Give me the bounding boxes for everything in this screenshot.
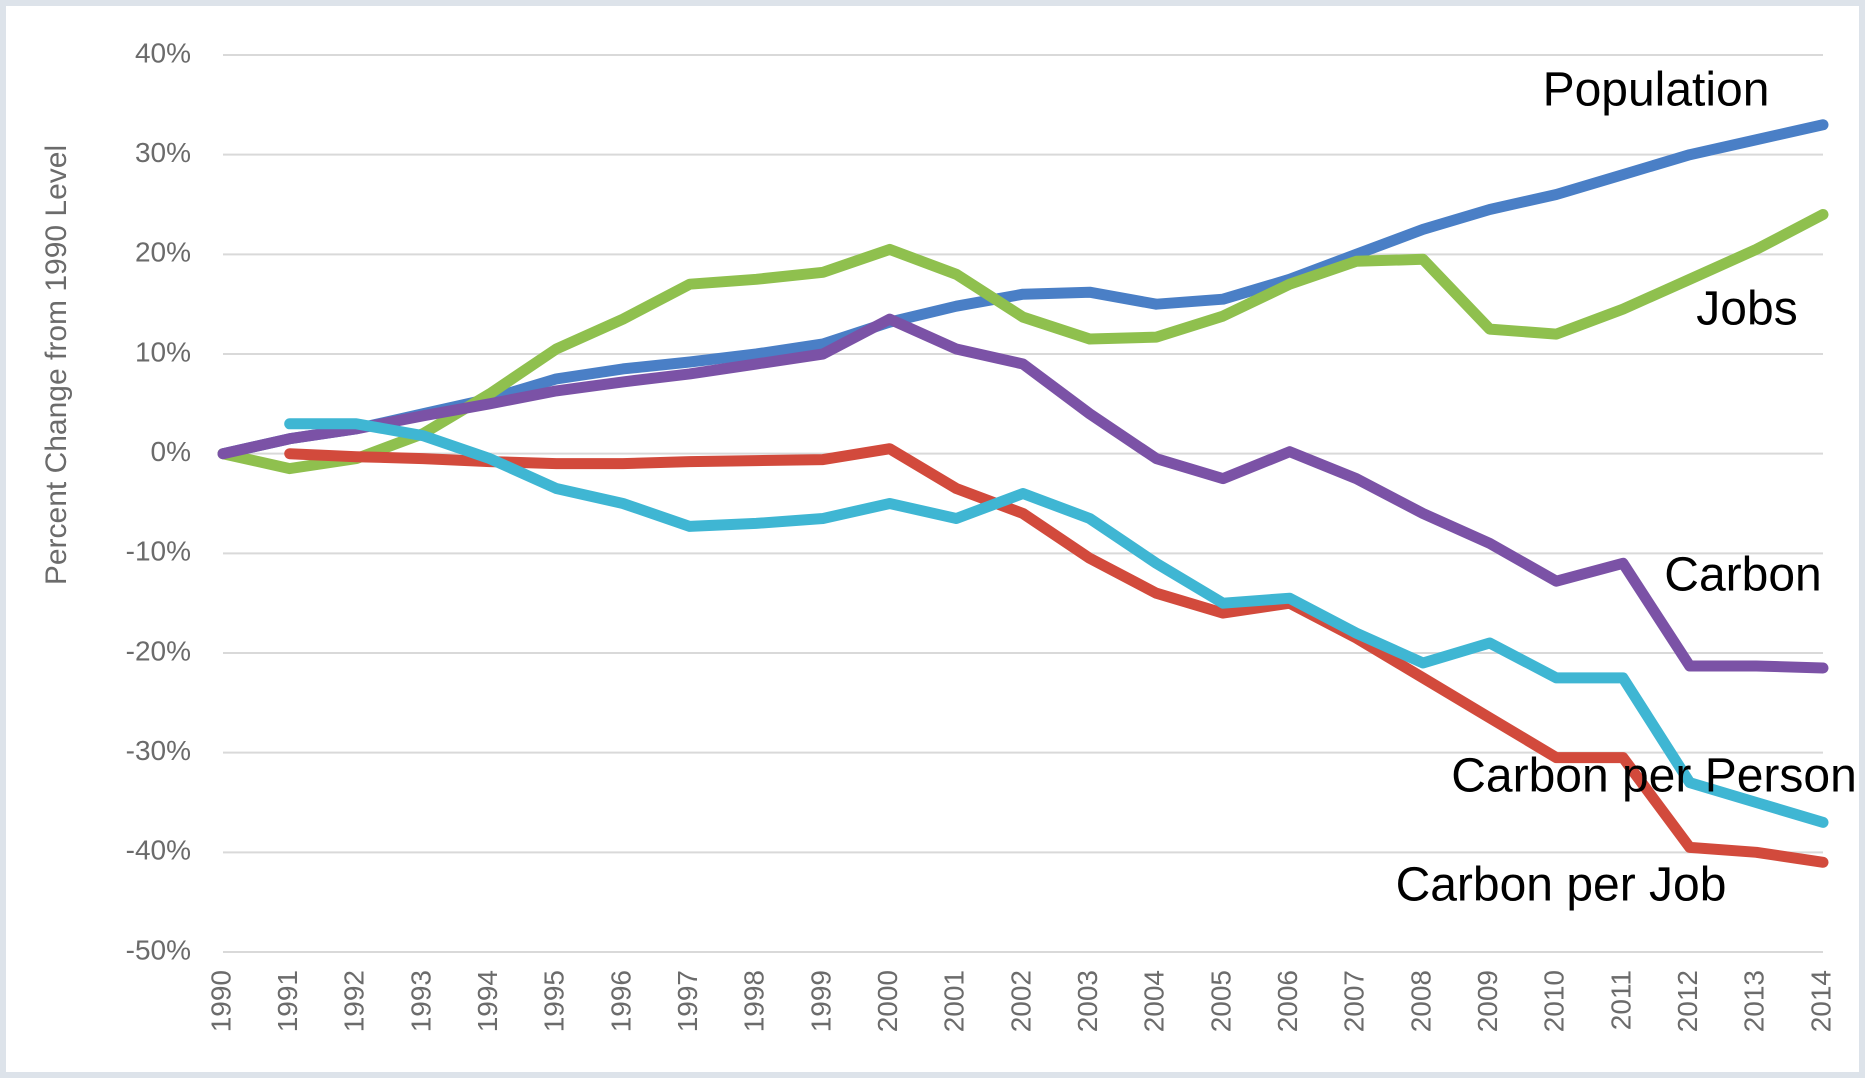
x-tick-label: 1997 (672, 970, 703, 1032)
y-tick-label: 10% (135, 336, 191, 367)
x-tick-label: 1991 (272, 970, 303, 1032)
x-tick-label: 1992 (339, 970, 370, 1032)
series-line (217, 313, 1829, 674)
x-tick-label: 2001 (939, 970, 970, 1032)
series-line (217, 209, 1829, 475)
x-tick-label: 1995 (539, 970, 570, 1032)
y-tick-label: 20% (135, 237, 191, 268)
y-tick-label: 0% (151, 436, 191, 467)
series-line (284, 418, 1829, 828)
x-tick-label: 2006 (1272, 970, 1303, 1032)
series-label: Carbon per Job (1396, 859, 1727, 912)
y-tick-label: -30% (126, 735, 191, 766)
plot-background (6, 6, 1859, 1072)
series-label: Carbon per Person (1451, 750, 1857, 803)
x-tick-label: 2014 (1805, 970, 1836, 1032)
x-tick-label: 1993 (405, 970, 436, 1032)
series-line (284, 443, 1829, 868)
y-tick-label: -10% (126, 536, 191, 567)
x-tick-label: 2005 (1205, 970, 1236, 1032)
y-tick-label: -50% (126, 934, 191, 965)
x-tick-label: 2004 (1139, 970, 1170, 1032)
x-tick-label: 2002 (1005, 970, 1036, 1032)
x-tick-label: 2003 (1072, 970, 1103, 1032)
y-tick-label: -20% (126, 635, 191, 666)
x-tick-label: 1996 (605, 970, 636, 1032)
x-tick-label: 2012 (1672, 970, 1703, 1032)
series-label: Population (1543, 64, 1770, 117)
y-tick-label: 30% (135, 137, 191, 168)
x-tick-label: 1998 (739, 970, 770, 1032)
x-tick-label: 2011 (1605, 970, 1636, 1030)
y-tick-label: -40% (126, 835, 191, 866)
x-tick-label: 2010 (1539, 970, 1570, 1032)
x-tick-label: 2013 (1739, 970, 1770, 1032)
x-tick-label: 2007 (1339, 970, 1370, 1032)
series-label: Jobs (1696, 283, 1797, 336)
y-axis-label: Percent Change from 1990 Level (40, 145, 73, 585)
series-label: Carbon (1664, 549, 1821, 602)
x-tick-label: 2000 (872, 970, 903, 1032)
x-tick-label: 1994 (472, 970, 503, 1032)
y-tick-label: 40% (135, 37, 191, 68)
x-tick-label: 1990 (205, 970, 236, 1032)
x-tick-label: 1999 (805, 970, 836, 1032)
x-tick-label: 2008 (1405, 970, 1436, 1032)
x-tick-label: 2009 (1472, 970, 1503, 1032)
